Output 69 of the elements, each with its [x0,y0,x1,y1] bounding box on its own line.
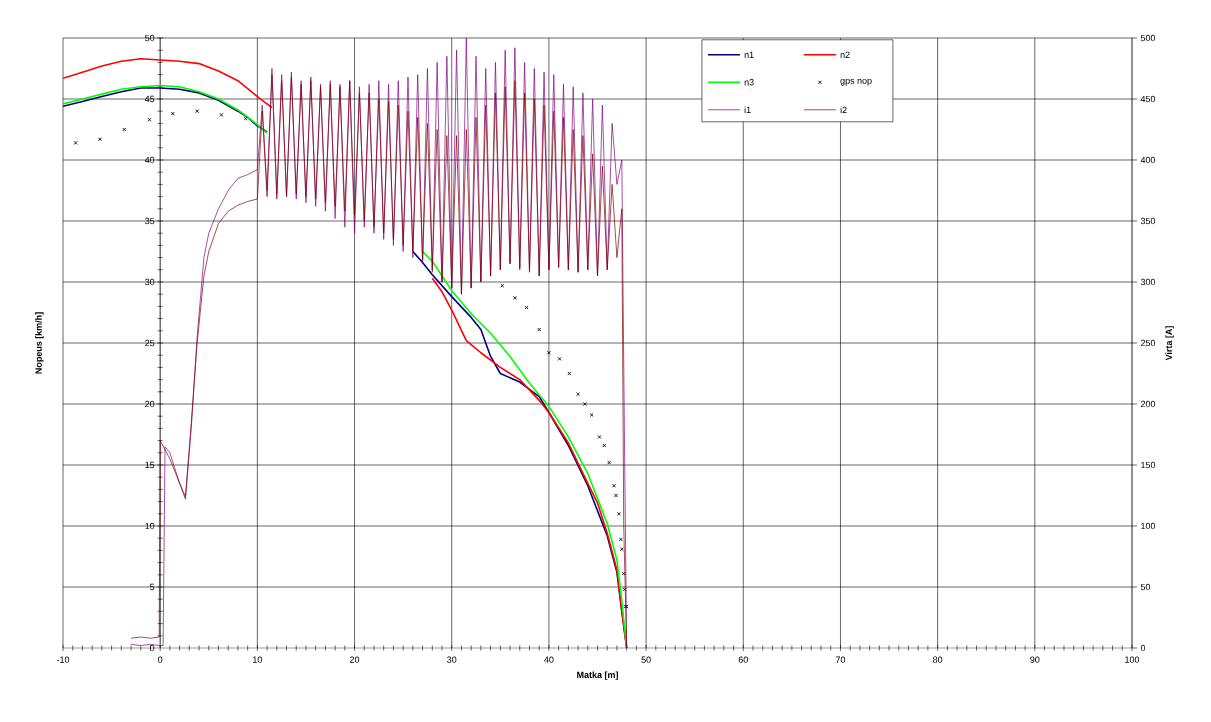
x-tick-label: 40 [544,656,554,663]
y2-tick-label: 500 [1140,34,1156,42]
point [524,305,529,310]
point [613,493,618,498]
x-tick-label: 100 [1125,656,1140,663]
legend-label: n1 [744,51,754,58]
point [619,547,624,552]
x-tick-label: 60 [738,656,748,663]
x-tick-label: 0 [158,656,163,663]
x-tick-label: 90 [1030,656,1040,663]
point [546,350,551,355]
point [243,116,248,121]
x-tick-label: -10 [56,656,70,663]
x-tick-label: 20 [350,656,360,663]
y2-tick-label: 350 [1140,217,1156,225]
x-tick-label: 10 [253,656,262,663]
y-tick-label: 0 [150,644,155,652]
x-axis-title: Matka [m] [577,671,618,680]
y2-tick-label: 50 [1140,583,1151,591]
point [616,511,621,516]
point [219,112,224,117]
y2-tick-label: 250 [1140,339,1156,347]
legend-label: i1 [744,106,751,114]
y2-tick-label: 450 [1140,95,1156,103]
point [97,137,102,142]
point [122,127,127,132]
point [147,117,152,122]
point [618,537,623,542]
point [589,412,594,417]
point [576,392,581,397]
point [73,140,78,145]
y2-tick-label: 100 [1141,522,1156,530]
point [582,402,587,406]
y-tick-label: 50 [145,34,155,42]
y-tick-label: 15 [145,461,155,469]
y-tick-label: 20 [145,400,155,408]
y2-tick-label: 0 [1140,644,1146,652]
y2-tick-label: 300 [1140,278,1156,286]
y-axis-title: Nopeus [km/h] [35,312,44,374]
x-tick-label: 50 [641,656,651,663]
y-tick-label: 5 [150,583,155,591]
point [607,460,612,465]
y-tick-label: 35 [145,217,155,225]
legend-label: i2 [840,106,847,114]
x-tick-label: 80 [933,656,943,663]
y-tick-label: 25 [145,339,155,347]
point [170,111,175,116]
point [557,356,562,361]
legend-label: n3 [744,79,754,86]
point [500,283,505,288]
y-tick-label: 45 [144,95,155,103]
y2-tick-label: 150 [1141,461,1156,469]
point [612,483,617,488]
y-tick-label: 10 [145,522,155,530]
y-tick-label: 40 [144,156,155,164]
point [597,434,602,439]
y2-tick-label: 400 [1140,156,1156,164]
point [567,371,572,376]
legend-label: n2 [840,51,850,58]
point [195,109,200,114]
point [512,295,517,300]
point [537,327,542,332]
y2-tick-label: 200 [1140,400,1156,408]
y2-axis-title: Virta [A] [1165,326,1174,361]
x-tick-label: 70 [835,656,846,663]
y-tick-label: 30 [145,278,155,286]
x-tick-label: 30 [447,656,457,663]
legend-label: gps nop [840,78,872,86]
point [602,443,607,448]
